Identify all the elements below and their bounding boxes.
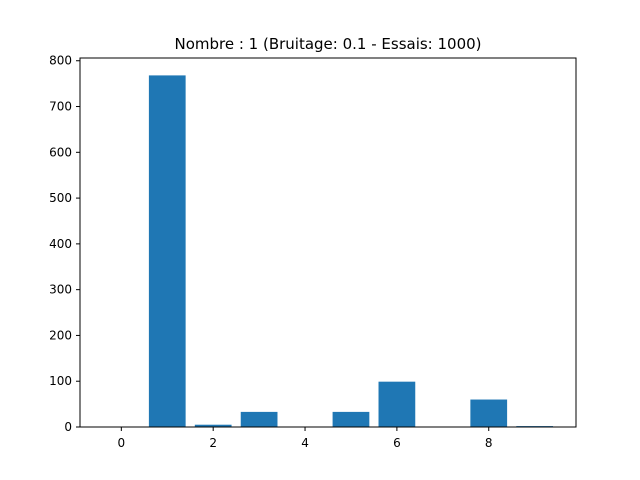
x-tick-label: 2 [209,436,217,450]
y-axis: 0 100 200 300 400 500 600 700 800 [49,54,80,434]
x-tick-label: 0 [118,436,126,450]
y-tick-label: 600 [49,145,72,159]
bar-6 [378,381,416,427]
x-tick-label: 6 [393,436,401,450]
x-tick-label: 4 [301,436,309,450]
plot-frame [79,57,577,428]
x-tick-label: 8 [485,436,493,450]
y-tick-label: 800 [49,54,72,68]
chart-title: Nombre : 1 (Bruitage: 0.1 - Essais: 1000… [174,35,481,53]
y-tick-label: 300 [49,283,72,297]
x-axis: 0 2 4 6 8 [118,427,493,450]
y-tick-label: 400 [49,237,72,251]
bar-5 [332,411,370,427]
y-tick-label: 200 [49,328,72,342]
y-tick-label: 700 [49,100,72,114]
bars-group [148,75,554,427]
y-tick-label: 100 [49,374,72,388]
bar-2 [194,424,232,427]
bar-8 [470,399,508,427]
y-tick-label: 500 [49,191,72,205]
bar-3 [240,411,278,427]
bar-1 [148,75,186,427]
y-tick-label: 0 [64,420,72,434]
